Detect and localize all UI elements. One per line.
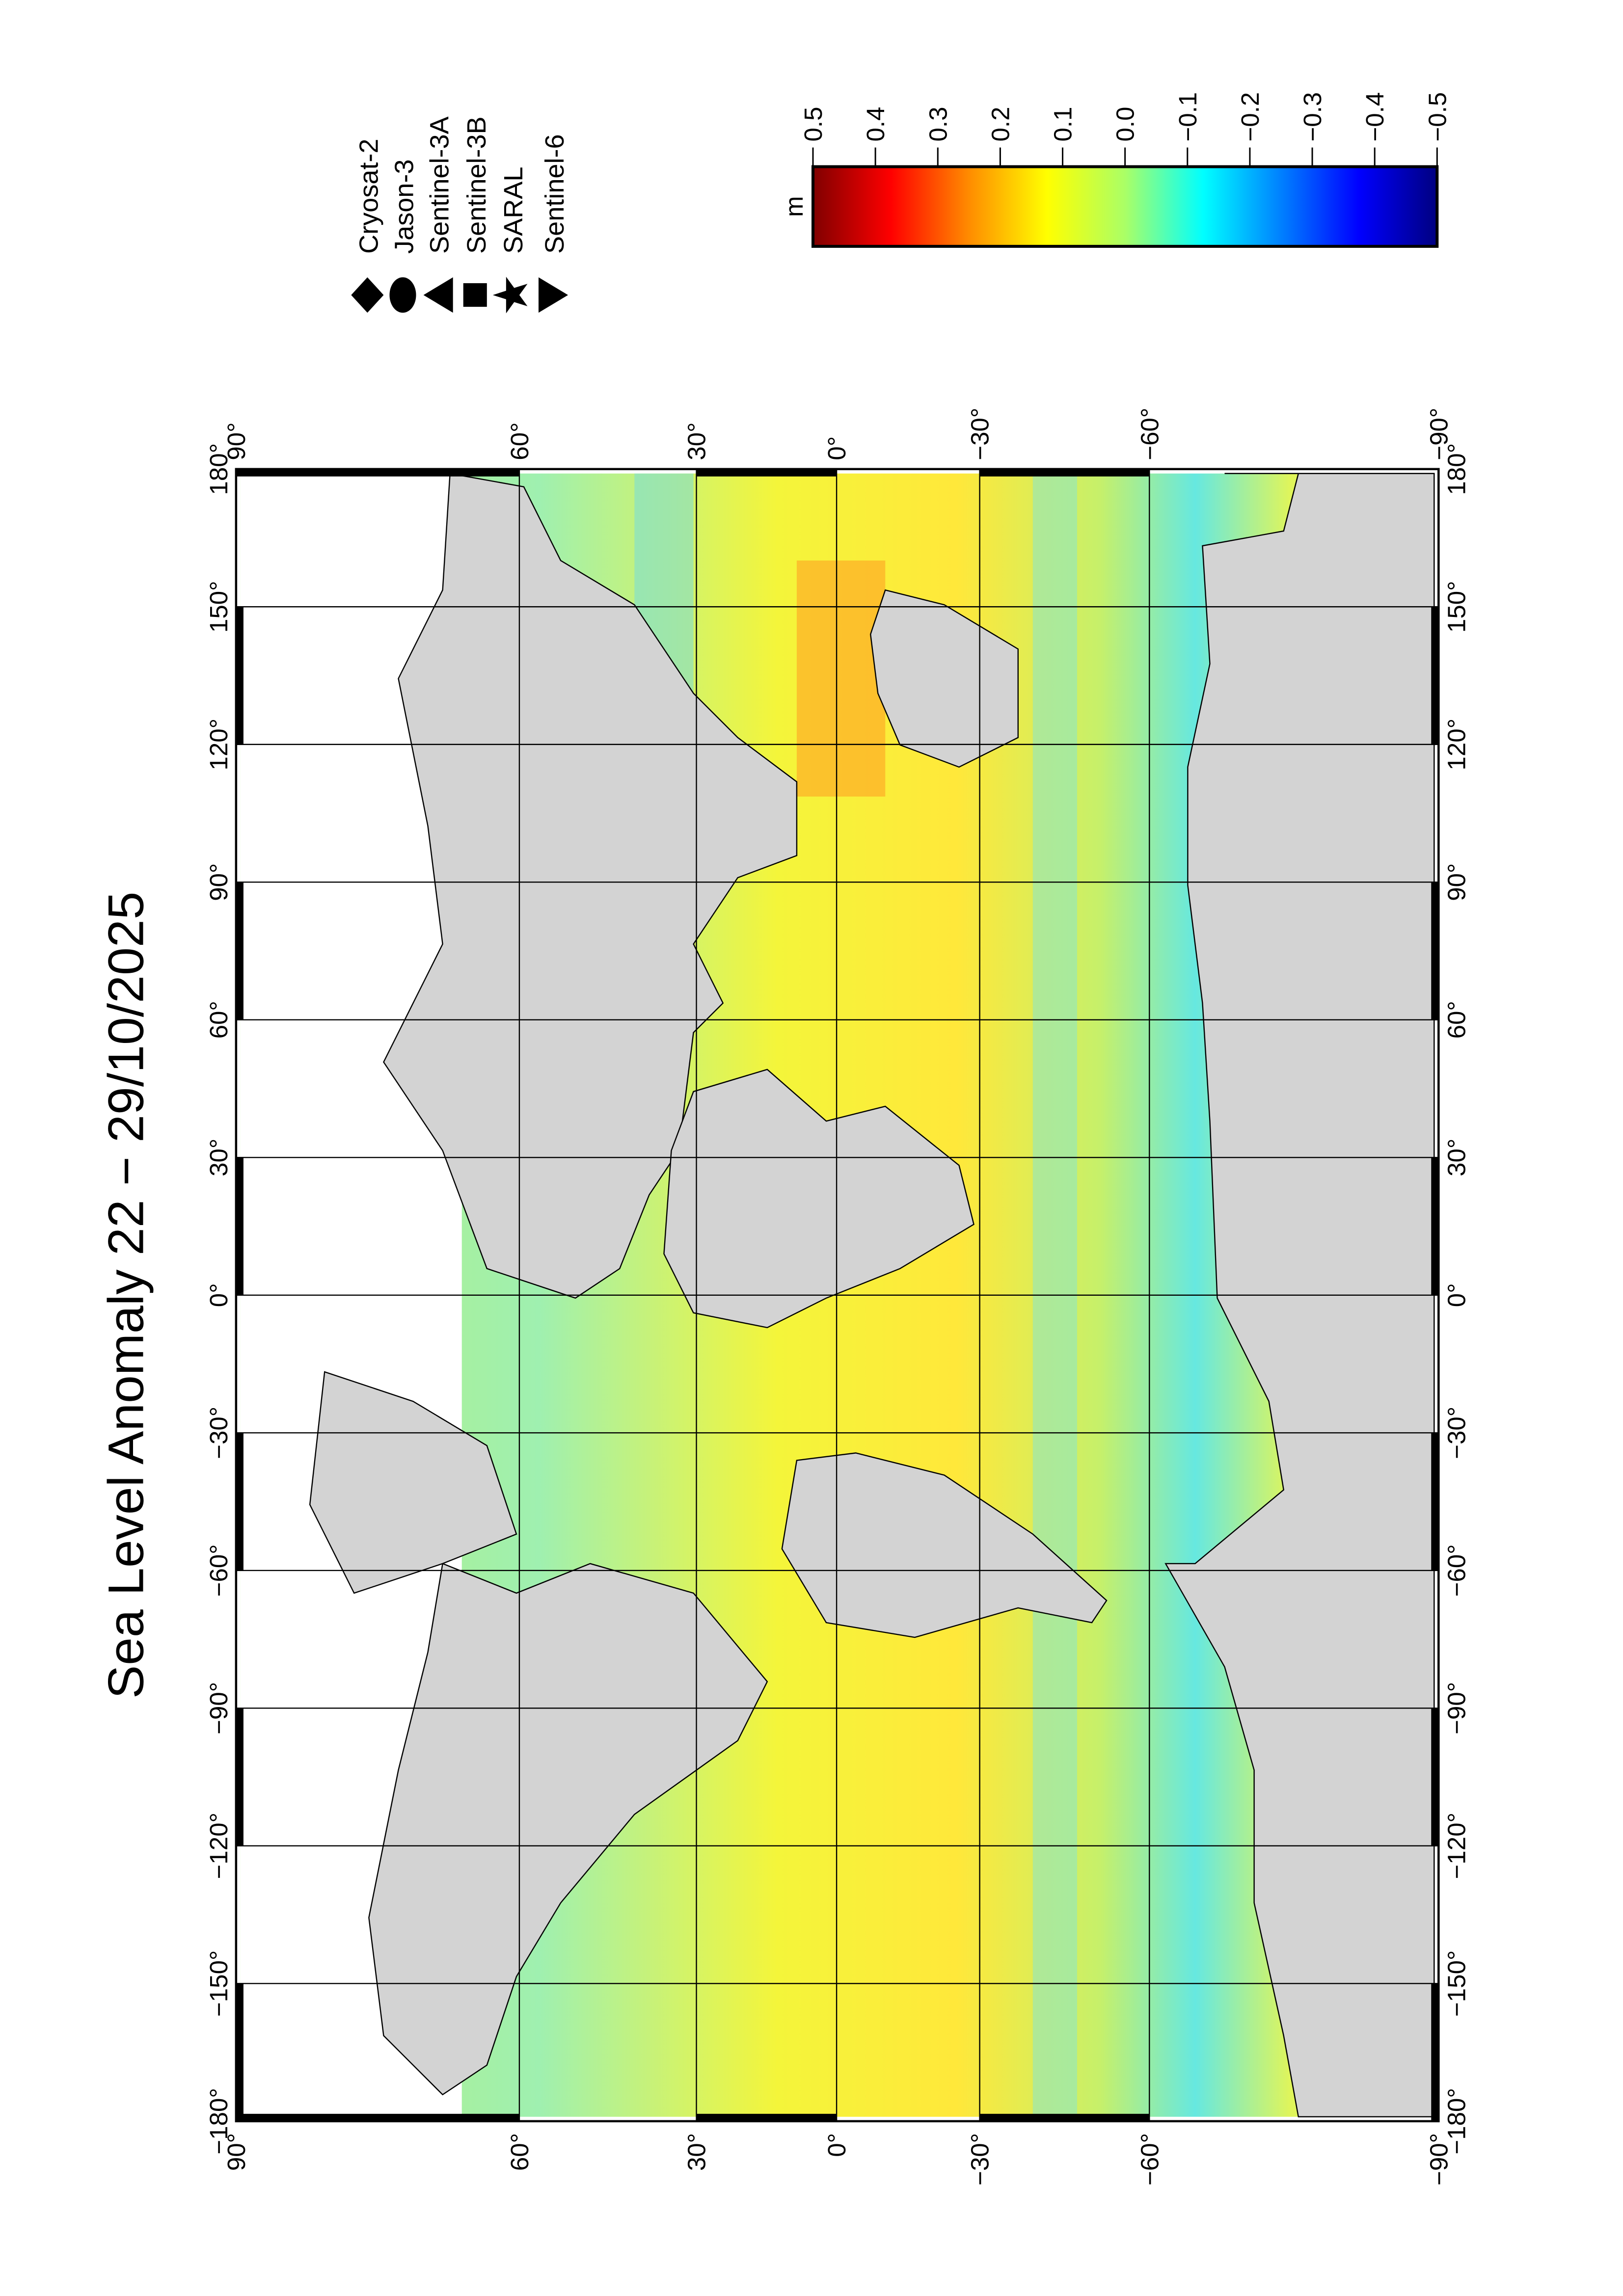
- latitude-tick-label: 0°: [823, 2133, 851, 2157]
- star-symbol-icon: [492, 276, 528, 314]
- longitude-tick-label: −150°: [1442, 1950, 1470, 2017]
- longitude-tick-label: 120°: [205, 719, 233, 771]
- longitude-tick-label: −120°: [1442, 1813, 1470, 1879]
- longitude-tick-label: 30°: [1442, 1139, 1470, 1176]
- longitude-tick-label: 60°: [1442, 1001, 1470, 1039]
- land-eurasia: [383, 473, 798, 1299]
- longitude-tick-label: −180°: [205, 2088, 233, 2154]
- land-greenland: [309, 1371, 517, 1594]
- frame-band: [1431, 882, 1439, 1020]
- frame-band: [236, 2113, 519, 2121]
- colorbar-tick-label: 0.5: [799, 107, 827, 142]
- satellite-legend: Cryosat-2 Jason-3 Sentinel-3A Sentinel-3B SA…: [351, 116, 569, 314]
- colorbar-tick-label: −0.4: [1361, 92, 1389, 142]
- longitude-tick-label: 120°: [1442, 719, 1470, 771]
- latitude-tick-label: −90°: [1425, 2133, 1453, 2186]
- square-symbol-icon: [463, 283, 487, 307]
- colorbar-gradient: [812, 165, 1439, 248]
- latitude-tick-label: 0°: [823, 436, 851, 460]
- longitude-tick-label: −30°: [205, 1407, 233, 1459]
- latitude-tick-label: 30°: [683, 2133, 711, 2171]
- latitude-tick-label: −30°: [966, 2133, 994, 2186]
- land-north-america: [368, 1563, 768, 2096]
- latitude-tick-label: −60°: [1136, 2133, 1163, 2186]
- colorbar-unit-label: m: [780, 196, 808, 217]
- frame-band: [696, 469, 837, 477]
- longitude-tick-label: 60°: [205, 1001, 233, 1039]
- triangle-right-symbol-icon: [538, 277, 568, 313]
- longitude-tick-label: 0°: [1442, 1283, 1470, 1307]
- longitude-tick-label: −60°: [1442, 1544, 1470, 1597]
- circle-symbol-icon: [389, 277, 416, 313]
- legend-label: SARAL: [499, 167, 528, 254]
- frame-band: [1431, 1708, 1439, 1846]
- colorbar-tick-label: 0.2: [986, 107, 1014, 142]
- latitude-tick-label: 90°: [222, 2133, 250, 2171]
- frame-band: [979, 469, 1150, 477]
- longitude-tick-label: 180°: [1442, 443, 1470, 495]
- frame-band: [236, 1708, 243, 1846]
- frame-band: [1431, 1983, 1439, 2121]
- longitude-tick-label: −120°: [205, 1813, 233, 1879]
- legend-label: Sentinel-3B: [462, 116, 491, 254]
- longitude-tick-label: −60°: [205, 1544, 233, 1597]
- frame-band: [236, 1157, 243, 1295]
- longitude-tick-label: −150°: [205, 1950, 233, 2017]
- map-title: Sea Level Anomaly 22 − 29/10/2025: [98, 892, 154, 1699]
- latitude-tick-label: 60°: [506, 2133, 534, 2171]
- land-africa: [663, 1068, 974, 1329]
- triangle-left-symbol-icon: [423, 277, 453, 313]
- latitude-tick-label: −60°: [1136, 408, 1163, 460]
- colorbar-tick-label: −0.3: [1298, 92, 1326, 142]
- longitude-tick-label: −90°: [205, 1682, 233, 1735]
- land-south-america: [781, 1452, 1108, 1638]
- legend-label: Cryosat-2: [354, 139, 383, 254]
- frame-band: [1431, 607, 1439, 745]
- latitude-tick-label: −90°: [1425, 408, 1453, 460]
- colorbar-tick-label: 0.0: [1111, 107, 1139, 142]
- latitude-tick-label: 30°: [683, 422, 711, 460]
- frame-band: [236, 1433, 243, 1571]
- frame-band: [979, 2113, 1150, 2121]
- latitude-tick-label: −30°: [966, 408, 994, 460]
- map-panel: 90° 90° 60° 60° 30° 30° 0° 0° −30° −30° −60° −60° −9…: [205, 408, 1471, 2186]
- longitude-tick-label: −30°: [1442, 1407, 1470, 1459]
- frame-band: [236, 607, 243, 745]
- anomaly-band: [796, 561, 886, 797]
- colorbar: m 0.5 0.4 0.3 0.2 0.1 0.0 −0.1 −0.2 −0.3 −0.4 −0.5: [780, 92, 1451, 248]
- longitude-tick-label: 180°: [205, 443, 233, 495]
- legend-label: Jason-3: [390, 160, 419, 254]
- frame-band: [236, 469, 519, 477]
- legend-label: Sentinel-3A: [425, 116, 455, 254]
- longitude-tick-label: −180°: [1442, 2088, 1470, 2154]
- colorbar-tick-label: −0.5: [1423, 92, 1451, 142]
- frame-band: [696, 2113, 837, 2121]
- frame-band: [236, 882, 243, 1020]
- diamond-symbol-icon: [351, 277, 384, 313]
- longitude-tick-label: −90°: [1442, 1682, 1470, 1735]
- longitude-tick-label: 0°: [205, 1283, 233, 1307]
- land-australia: [869, 589, 1019, 768]
- frame-band: [236, 1983, 243, 2121]
- colorbar-tick-label: −0.1: [1174, 92, 1202, 142]
- longitude-tick-label: 90°: [205, 863, 233, 901]
- frame-band: [1431, 1433, 1439, 1571]
- colorbar-tick-label: 0.1: [1049, 107, 1077, 142]
- longitude-tick-label: 90°: [1442, 863, 1470, 901]
- latitude-tick-label: 60°: [506, 422, 534, 460]
- longitude-tick-label: 150°: [205, 581, 233, 633]
- colorbar-tick-label: 0.3: [924, 107, 952, 142]
- longitude-tick-label: 150°: [1442, 581, 1470, 633]
- frame-band: [1431, 1157, 1439, 1295]
- latitude-tick-label: 90°: [222, 422, 250, 460]
- longitude-tick-label: 30°: [205, 1139, 233, 1176]
- colorbar-tick-label: 0.4: [862, 107, 890, 142]
- map-frame: [235, 468, 1440, 2123]
- colorbar-tick-label: −0.2: [1236, 92, 1264, 142]
- legend-label: Sentinel-6: [540, 134, 569, 254]
